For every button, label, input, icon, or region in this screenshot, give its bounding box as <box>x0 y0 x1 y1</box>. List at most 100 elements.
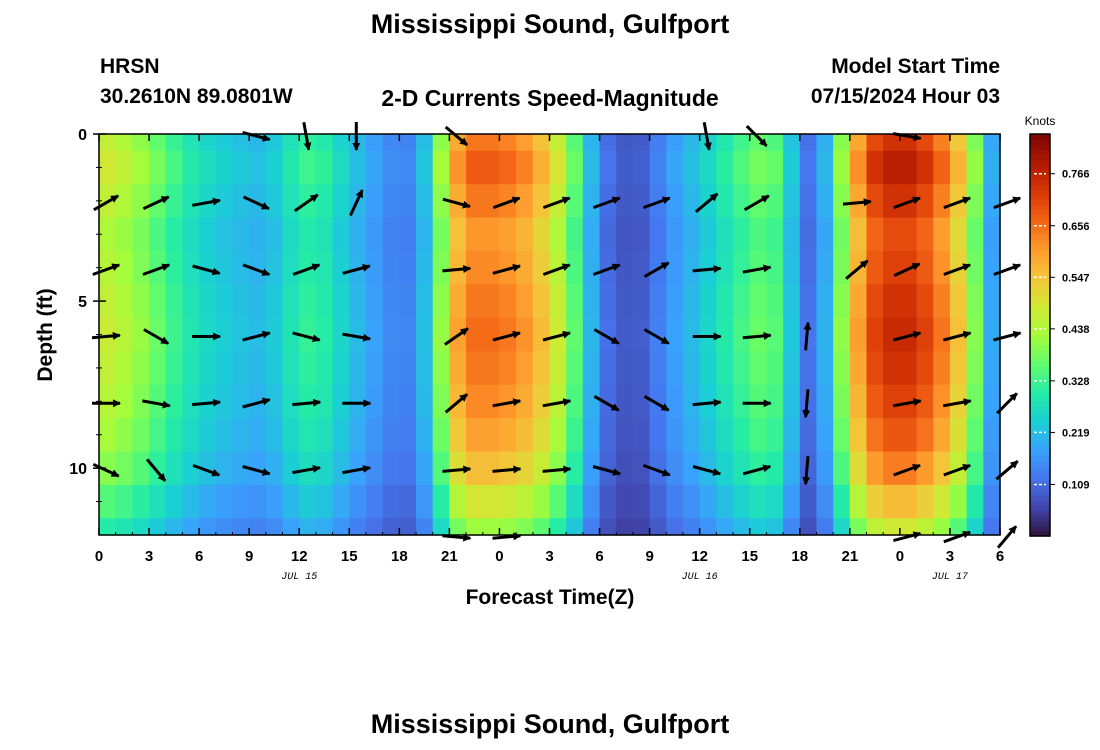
heatmap-cell <box>933 518 951 536</box>
heatmap-cell <box>315 451 334 486</box>
heatmap-cell <box>933 484 951 519</box>
heatmap-cell <box>132 284 150 319</box>
heatmap-cell <box>883 384 901 419</box>
heatmap-cell <box>315 134 334 152</box>
current-vector-arrow <box>742 331 772 340</box>
current-vector-arrow <box>643 328 670 345</box>
current-vector-arrow <box>142 399 171 409</box>
heatmap-cell <box>416 150 434 185</box>
heatmap-cell <box>616 451 634 486</box>
heatmap-cell <box>816 150 834 185</box>
y-axis-label: Depth (ft) <box>34 288 57 381</box>
heatmap-cell <box>232 217 250 252</box>
station-coordinates: 30.2610N 89.0801W <box>100 85 293 108</box>
current-vector-arrow <box>996 525 1018 549</box>
heatmap-cell <box>182 250 200 285</box>
heatmap-cell <box>265 284 284 319</box>
heatmap-cell <box>382 484 400 519</box>
heatmap-cell <box>733 418 751 453</box>
colorbar-segment <box>1030 229 1050 236</box>
heatmap-cell <box>933 184 951 219</box>
heatmap-cell <box>466 384 484 419</box>
current-vector-arrow <box>142 195 170 211</box>
heatmap-cell <box>833 484 851 519</box>
y-tick-label: 0 <box>78 127 87 144</box>
heatmap-cell <box>899 150 918 185</box>
current-vector-arrow <box>742 464 772 476</box>
heatmap-cell <box>349 418 367 453</box>
colorbar-segment <box>1030 299 1050 306</box>
heatmap-cell <box>332 351 350 386</box>
heatmap-cell <box>499 351 517 386</box>
heatmap-cell <box>165 418 184 453</box>
heatmap-cell <box>799 150 818 185</box>
heatmap-cell <box>649 451 667 486</box>
colorbar-segment <box>1030 455 1050 462</box>
colorbar-segment <box>1030 264 1050 271</box>
heatmap-cell <box>232 518 250 536</box>
heatmap-cell <box>115 284 133 319</box>
colorbar-segment <box>1030 194 1050 200</box>
heatmap-cell <box>649 217 667 252</box>
heatmap-cell <box>99 451 117 486</box>
heatmap-cell <box>249 451 267 486</box>
heatmap-cell <box>866 484 884 519</box>
heatmap-cell <box>349 150 367 185</box>
heatmap-cell <box>382 217 400 252</box>
heatmap-cell <box>466 250 484 285</box>
heatmap-cell <box>499 418 517 453</box>
heatmap-cell <box>966 217 984 252</box>
heatmap-cell <box>315 384 334 419</box>
heatmap-cell <box>849 484 868 519</box>
heatmap-cell <box>783 217 801 252</box>
colorbar-segment <box>1030 510 1050 517</box>
heatmap-cell <box>816 250 834 285</box>
heatmap-cell <box>432 484 450 519</box>
date-label: JUL 16 <box>682 572 718 583</box>
heatmap-cell <box>215 250 234 285</box>
speed-heatmap <box>99 134 1001 536</box>
heatmap-cell <box>916 134 934 152</box>
heatmap-cell <box>99 518 117 536</box>
heatmap-cell <box>966 418 984 453</box>
heatmap-cell <box>699 351 717 386</box>
x-tick-label: 12 <box>291 548 308 565</box>
heatmap-cell <box>666 518 684 536</box>
heatmap-cell <box>699 317 717 352</box>
heatmap-cell <box>249 217 267 252</box>
model-start-label: Model Start Time <box>831 55 1000 78</box>
heatmap-cell <box>783 418 801 453</box>
heatmap-cell <box>566 217 584 252</box>
colorbar-label: Knots <box>1025 114 1056 128</box>
heatmap-cell <box>849 418 868 453</box>
heatmap-cell <box>833 217 851 252</box>
heatmap-cell <box>816 217 834 252</box>
colorbar-segment <box>1030 495 1050 502</box>
current-vector-arrow <box>702 121 712 151</box>
heatmap-cell <box>682 418 701 453</box>
heatmap-cell <box>966 134 984 152</box>
heatmap-cell <box>132 250 150 285</box>
current-vector-arrow <box>293 193 319 213</box>
heatmap-cell <box>816 484 834 519</box>
current-vectors <box>91 121 1022 549</box>
heatmap-cell <box>382 451 400 486</box>
heatmap-cell <box>282 317 300 352</box>
colorbar-tick-label: 0.766 <box>1062 169 1090 181</box>
heatmap-cell <box>849 317 868 352</box>
heatmap-cell <box>182 284 200 319</box>
plot-title: 2-D Currents Speed-Magnitude <box>381 85 719 111</box>
heatmap-cell <box>616 217 634 252</box>
heatmap-cell <box>349 134 367 152</box>
heatmap-cell <box>833 150 851 185</box>
heatmap-cell <box>983 451 1001 486</box>
heatmap-cell <box>249 518 267 536</box>
heatmap-cell <box>566 518 584 536</box>
heatmap-cell <box>733 150 751 185</box>
heatmap-cell <box>966 250 984 285</box>
x-tick-label: 18 <box>791 548 808 565</box>
current-vector-arrow <box>893 262 921 277</box>
heatmap-cell <box>115 351 133 386</box>
colorbar-segment <box>1030 515 1050 522</box>
heatmap-cell <box>449 418 467 453</box>
